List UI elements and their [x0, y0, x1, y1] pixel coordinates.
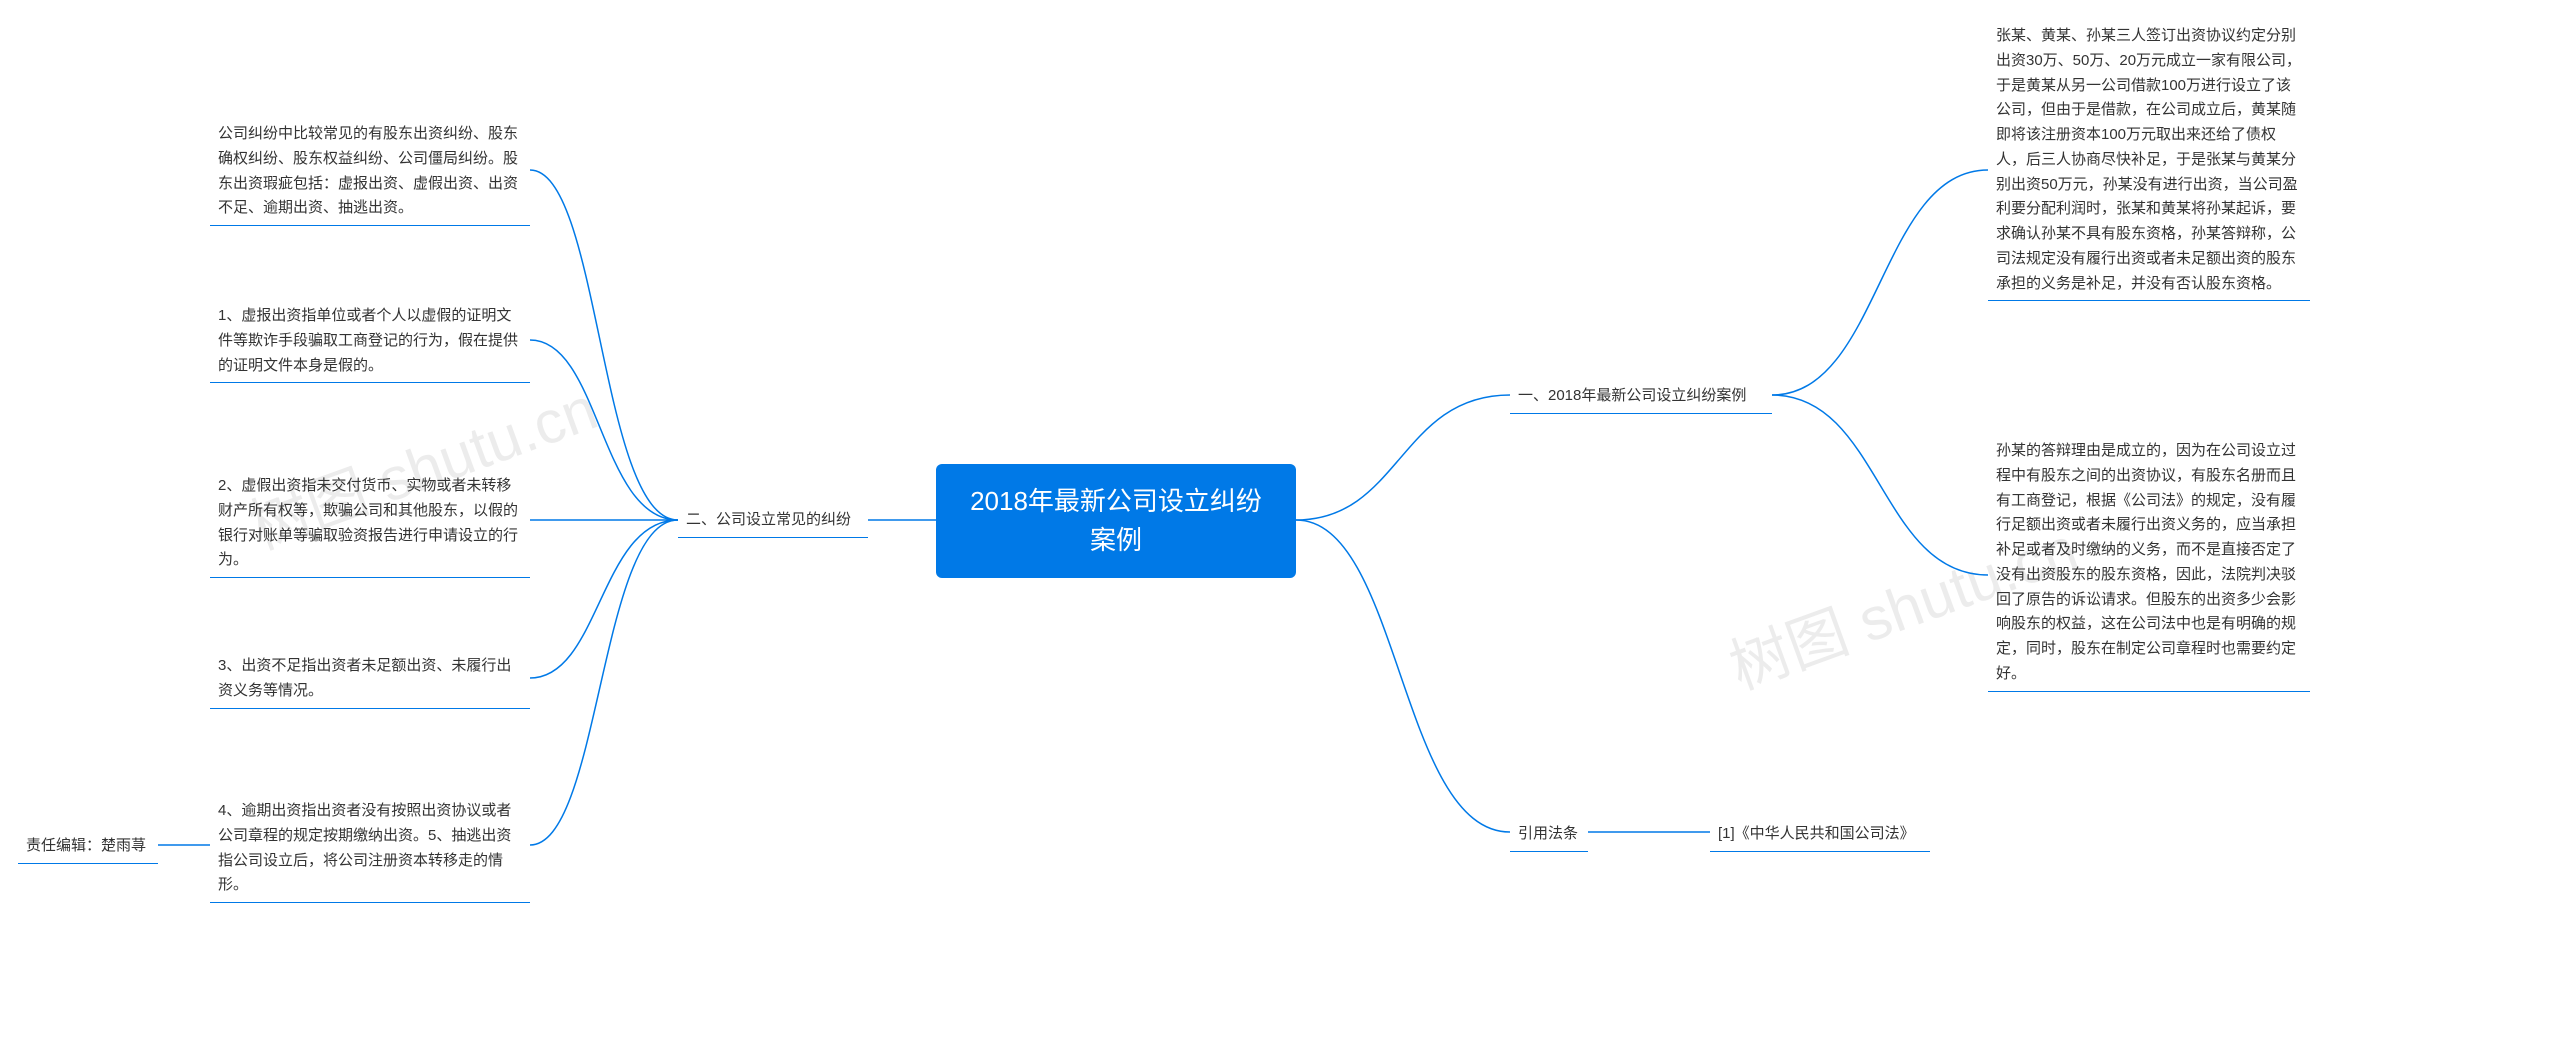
connector	[1772, 170, 1988, 395]
leaf-text: 3、出资不足指出资者未足额出资、未履行出资义务等情况。	[210, 650, 530, 709]
leaf-node[interactable]: 1、虚报出资指单位或者个人以虚假的证明文件等欺诈手段骗取工商登记的行为，假在提供…	[210, 300, 530, 383]
connector	[530, 340, 678, 520]
leaf-text: 公司纠纷中比较常见的有股东出资纠纷、股东确权纠纷、股东权益纠纷、公司僵局纠纷。股…	[210, 118, 530, 226]
leaf-text: [1]《中华人民共和国公司法》	[1710, 818, 1930, 852]
branch-left-0[interactable]: 二、公司设立常见的纠纷	[678, 504, 868, 538]
leaf-node[interactable]: 公司纠纷中比较常见的有股东出资纠纷、股东确权纠纷、股东权益纠纷、公司僵局纠纷。股…	[210, 118, 530, 226]
connector	[1772, 395, 1988, 575]
branch-right-1[interactable]: 引用法条	[1510, 818, 1588, 852]
leaf-node[interactable]: 孙某的答辩理由是成立的，因为在公司设立过程中有股东之间的出资协议，有股东名册而且…	[1988, 435, 2310, 692]
branch-title: 引用法条	[1510, 818, 1588, 852]
leaf-text: 张某、黄某、孙某三人签订出资协议约定分别出资30万、50万、20万元成立一家有限…	[1988, 20, 2310, 301]
leaf-node[interactable]: [1]《中华人民共和国公司法》	[1710, 818, 1930, 852]
connector	[530, 170, 678, 520]
leaf-node[interactable]: 2、虚假出资指未交付货币、实物或者未转移财产所有权等，欺骗公司和其他股东，以假的…	[210, 470, 530, 578]
leaf-text: 1、虚报出资指单位或者个人以虚假的证明文件等欺诈手段骗取工商登记的行为，假在提供…	[210, 300, 530, 383]
branch-title: 二、公司设立常见的纠纷	[678, 504, 868, 538]
branch-title: 一、2018年最新公司设立纠纷案例	[1510, 380, 1772, 414]
branch-right-0[interactable]: 一、2018年最新公司设立纠纷案例	[1510, 380, 1772, 414]
leaf-text: 4、逾期出资指出资者没有按照出资协议或者公司章程的规定按期缴纳出资。5、抽逃出资…	[210, 795, 530, 903]
connector	[1296, 395, 1510, 520]
connector	[530, 520, 678, 845]
leaf-node[interactable]: 4、逾期出资指出资者没有按照出资协议或者公司章程的规定按期缴纳出资。5、抽逃出资…	[210, 795, 530, 903]
leaf-text: 2、虚假出资指未交付货币、实物或者未转移财产所有权等，欺骗公司和其他股东，以假的…	[210, 470, 530, 578]
leaf-text: 责任编辑：楚雨荨	[18, 830, 158, 864]
leaf-node[interactable]: 3、出资不足指出资者未足额出资、未履行出资义务等情况。	[210, 650, 530, 709]
connector	[530, 520, 678, 678]
connector	[1296, 520, 1510, 832]
leaf-node[interactable]: 责任编辑：楚雨荨	[18, 830, 158, 864]
leaf-text: 孙某的答辩理由是成立的，因为在公司设立过程中有股东之间的出资协议，有股东名册而且…	[1988, 435, 2310, 692]
leaf-node[interactable]: 张某、黄某、孙某三人签订出资协议约定分别出资30万、50万、20万元成立一家有限…	[1988, 20, 2310, 301]
root-node[interactable]: 2018年最新公司设立纠纷案例	[936, 464, 1296, 578]
